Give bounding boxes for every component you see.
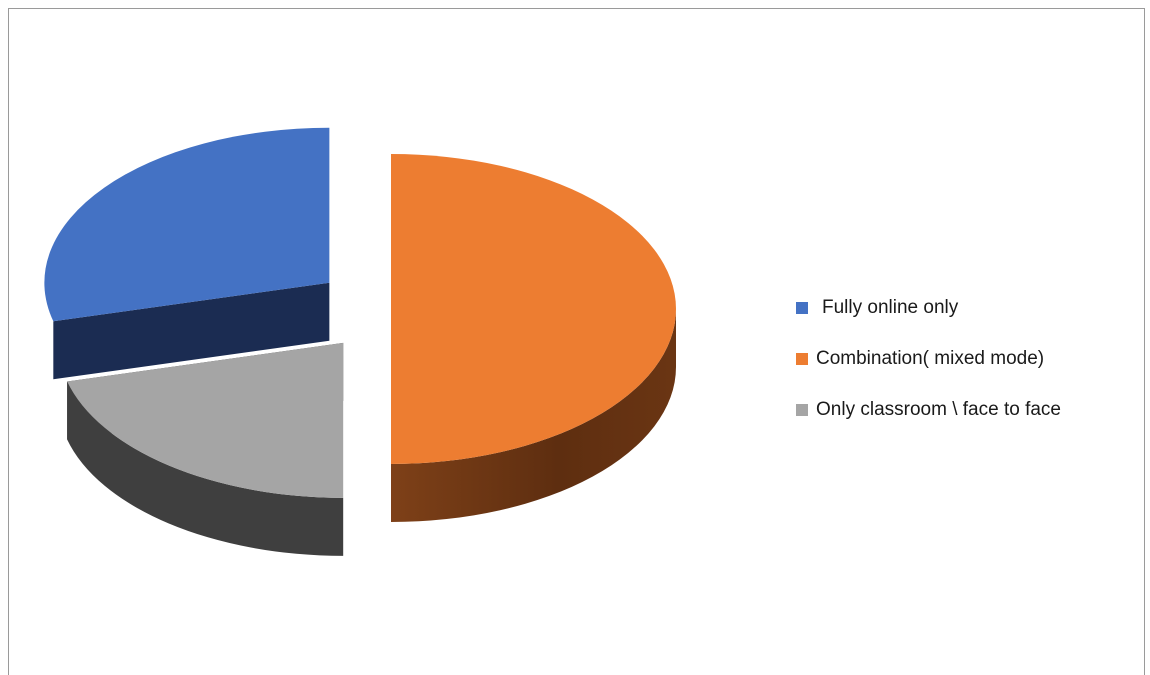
- legend-swatch-orange: [796, 352, 808, 365]
- legend-label: Only classroom \ face to face: [816, 398, 1061, 420]
- chart-frame: [8, 8, 1145, 675]
- legend-item-classroom: Only classroom \ face to face: [796, 384, 1136, 435]
- slice-combination-mixed-mode: [391, 154, 676, 522]
- legend-swatch-blue: [796, 301, 808, 314]
- legend-label: Fully online only: [822, 296, 959, 318]
- slice-side: [67, 381, 344, 556]
- slice-wall-start: [53, 282, 330, 380]
- legend: Fully online only Combination( mixed mod…: [796, 282, 1136, 435]
- legend-item-fully-online: Fully online only: [796, 282, 1136, 333]
- legend-swatch-gray: [796, 403, 808, 416]
- slice-top: [67, 342, 344, 498]
- slice-top: [44, 127, 330, 322]
- legend-label: Combination( mixed mode): [816, 347, 1045, 369]
- legend-item-combination: Combination( mixed mode): [796, 333, 1136, 384]
- slice-only-classroom-face-to-face: [67, 342, 344, 556]
- slice-fully-online-only: [44, 127, 330, 380]
- slice-top: [391, 154, 676, 464]
- slice-side: [391, 309, 676, 522]
